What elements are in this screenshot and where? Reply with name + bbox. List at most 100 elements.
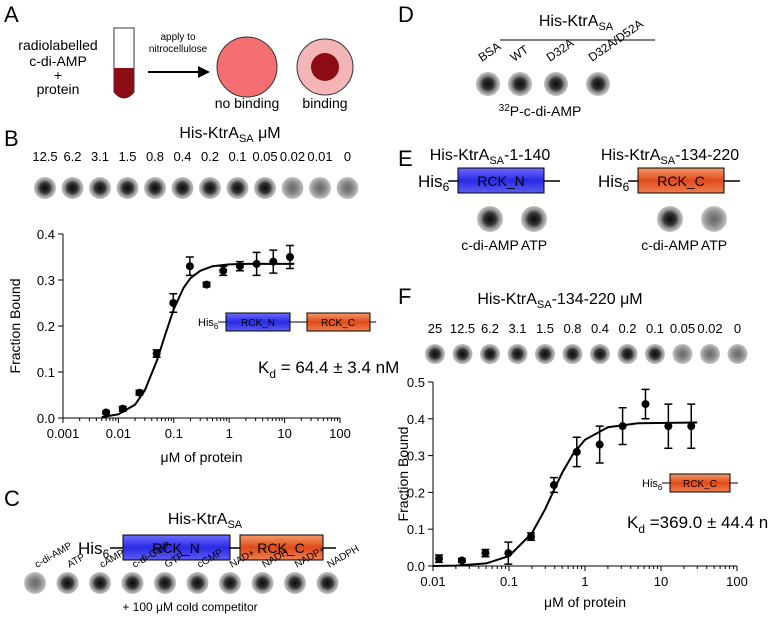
- arrow-head: [198, 66, 210, 78]
- dot-blot: [154, 572, 176, 594]
- tube-liquid: [114, 68, 134, 98]
- text: 6: [623, 180, 630, 194]
- text: -134-220: [675, 147, 739, 164]
- concentration-label: 0.02: [697, 321, 722, 336]
- text: RCK_C: [257, 540, 304, 556]
- dot-blot: [281, 177, 304, 199]
- text: His-KtrA: [179, 125, 239, 142]
- text: RCK_C: [683, 479, 717, 490]
- dot-blot: [251, 572, 274, 594]
- concentration-label: 12.5: [450, 321, 475, 336]
- text: protein: [37, 81, 80, 97]
- sample-label: BSA: [476, 39, 504, 64]
- domain: [225, 312, 291, 332]
- y-axis-label: Fraction Bound: [395, 427, 411, 522]
- dot-blot: [617, 344, 638, 364]
- concentration-label: 25: [428, 321, 442, 336]
- data-point: [504, 549, 513, 558]
- membrane: [216, 36, 278, 98]
- text: RCK_C: [321, 318, 355, 329]
- panel-label: F: [398, 284, 411, 309]
- panel-label: B: [4, 126, 19, 151]
- data-point: [664, 422, 673, 431]
- domain: [637, 167, 725, 194]
- text: His: [642, 478, 658, 490]
- text: 32: [499, 103, 511, 114]
- y-tick-label: 0.0: [407, 559, 425, 574]
- panel-label: E: [398, 146, 413, 171]
- dot-blot: [425, 344, 445, 364]
- x-tick-label: 1: [581, 574, 588, 589]
- dot-blot: [507, 344, 528, 364]
- text: SA: [489, 155, 504, 167]
- text: His: [78, 539, 103, 558]
- dot-blot: [186, 572, 209, 594]
- fit-curve: [432, 421, 698, 567]
- dot-blot: [336, 177, 359, 199]
- title: His-KtrASA μM: [179, 125, 280, 145]
- data-point: [641, 400, 650, 409]
- concentration-label: 0.4: [591, 321, 609, 336]
- text: c-di-AMP: [29, 53, 87, 69]
- y-tick-label: 0.0: [37, 411, 55, 426]
- construct-title: His-KtrASA-134-220: [601, 147, 739, 167]
- text: 6: [103, 547, 110, 561]
- ligand-label: ATP: [701, 237, 727, 253]
- dot-blot: [24, 572, 46, 594]
- title: His-KtrASA: [168, 511, 243, 531]
- data-point: [185, 262, 194, 271]
- text: -134-220 μM: [552, 291, 643, 308]
- concentration-label: 6.2: [481, 321, 499, 336]
- data-point: [135, 388, 144, 397]
- dot-blot: [544, 72, 568, 96]
- text: His-KtrA: [477, 291, 537, 308]
- data-point: [269, 257, 278, 266]
- dot-blot: [727, 344, 748, 364]
- panel-label: D: [398, 2, 414, 27]
- x-tick-label: 100: [726, 574, 748, 589]
- data-point: [527, 532, 536, 541]
- dot-blot: [477, 206, 503, 232]
- text: His-KtrA: [539, 13, 599, 30]
- dot-blot: [89, 177, 111, 199]
- data-point: [595, 440, 604, 449]
- text: d: [269, 367, 276, 381]
- text: K: [627, 513, 639, 532]
- x-tick-label: 0.01: [420, 574, 445, 589]
- dot-blot: [34, 177, 56, 199]
- text: apply to: [160, 32, 195, 43]
- text: His-KtrA: [430, 147, 490, 164]
- text: His: [598, 172, 623, 191]
- dot-blot: [586, 72, 610, 96]
- sample-label: WT: [508, 42, 532, 65]
- domain: [669, 473, 731, 493]
- x-tick-label: 1: [226, 426, 233, 441]
- dot-blot: [316, 572, 339, 594]
- x-tick-label: 0.1: [500, 574, 518, 589]
- concentration-label: 3.1: [508, 321, 526, 336]
- y-tick-label: 0.4: [37, 227, 55, 242]
- dot-blot: [590, 344, 610, 364]
- ligand-label: c-di-AMP: [641, 237, 699, 253]
- concentration-label: 0.05: [252, 149, 277, 164]
- text: SA: [239, 133, 254, 145]
- concentration-label: 1.5: [536, 321, 554, 336]
- y-tick-label: 0.2: [407, 485, 425, 500]
- text: SA: [660, 155, 675, 167]
- panel-label: A: [4, 2, 19, 27]
- x-tick-label: 0.1: [165, 426, 183, 441]
- domain-label: RCK_C: [657, 173, 704, 189]
- data-point: [235, 262, 244, 271]
- dot-blot: [645, 344, 665, 364]
- text: -1-140: [504, 147, 550, 164]
- concentration-label: 0.2: [618, 321, 636, 336]
- dot-blot: [199, 177, 221, 199]
- text: μM: [254, 125, 281, 142]
- dot-blot: [701, 206, 727, 232]
- data-point: [202, 280, 211, 289]
- spot: [311, 53, 339, 81]
- dot-blot: [116, 177, 139, 199]
- text: 6: [658, 483, 663, 492]
- concentration-label: 0.2: [201, 149, 219, 164]
- concentration-label: 0.01: [307, 149, 332, 164]
